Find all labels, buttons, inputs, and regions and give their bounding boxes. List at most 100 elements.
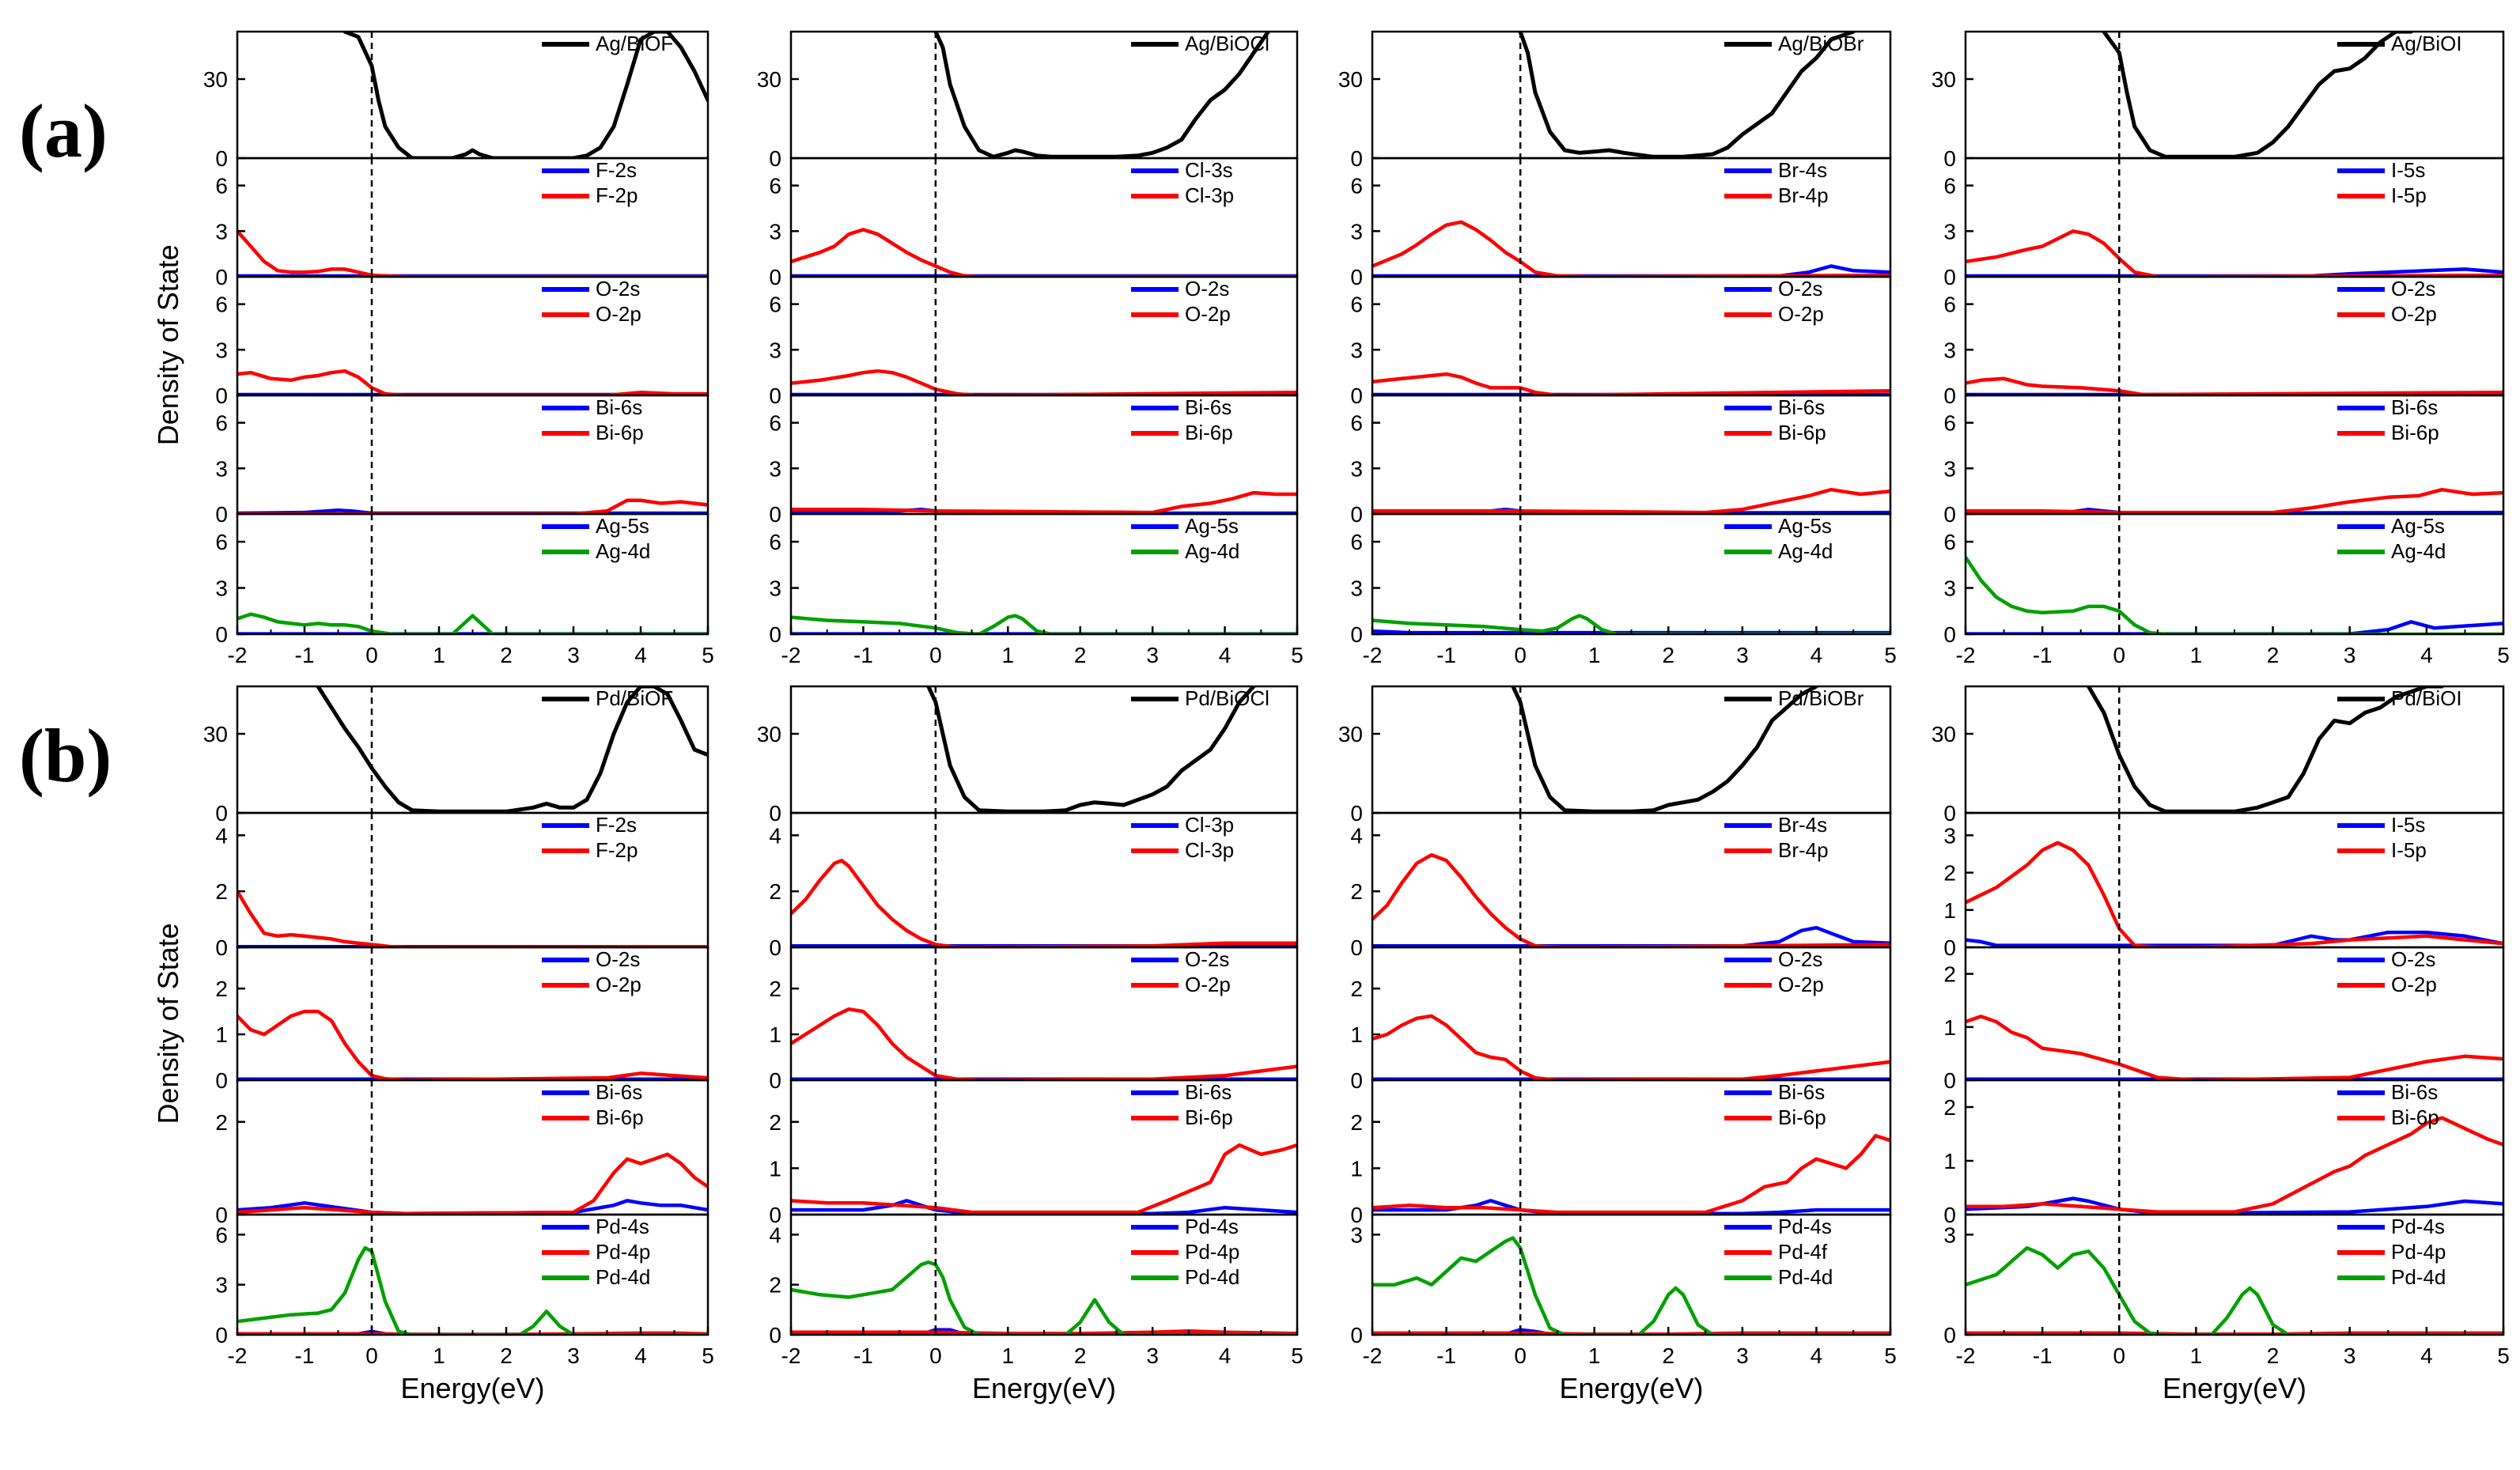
legend-label: Pd-4f xyxy=(1778,1240,1828,1264)
y-tick-label: 0 xyxy=(215,384,228,408)
legend-label: Bi-6p xyxy=(1778,1105,1826,1129)
y-tick-label: 4 xyxy=(1350,823,1363,848)
legend-label: F-2s xyxy=(596,158,637,182)
y-tick-label: 30 xyxy=(1932,722,1956,746)
legend-label: O-2s xyxy=(1778,947,1822,971)
y-tick-label: 0 xyxy=(769,1323,781,1347)
series-line-ag-biobr xyxy=(1518,32,1856,158)
x-tick-label: 1 xyxy=(433,1343,445,1368)
y-tick-label: 6 xyxy=(769,174,781,198)
y-tick-label: 0 xyxy=(1943,265,1956,289)
chart-ag-bioi: 030Ag/BiOI036I-5sI-5p036O-2sO-2p036Bi-6s… xyxy=(1932,30,2510,667)
y-tick-label: 3 xyxy=(215,219,228,244)
subplot: 0 30 Ag/BiOF xyxy=(203,30,709,171)
legend-label: O-2p xyxy=(2391,973,2437,996)
y-tick-label: 2 xyxy=(215,879,228,904)
x-tick-label: 4 xyxy=(2420,1343,2433,1368)
x-tick-label: 0 xyxy=(1514,643,1527,667)
x-tick-label: 4 xyxy=(1219,1343,1232,1368)
subplot: 0 30 Ag/BiOBr xyxy=(1338,30,1892,171)
x-tick-label: -2 xyxy=(228,1343,248,1368)
series-line-o-2p xyxy=(1372,372,1890,395)
x-tick-label: 0 xyxy=(2113,643,2125,667)
legend-label: Ag-5s xyxy=(2391,514,2445,538)
series-line-ag-biocl xyxy=(933,32,1270,158)
y-tick-label: 1 xyxy=(1943,1149,1956,1173)
y-tick-label: 0 xyxy=(1943,146,1956,171)
x-tick-label: 1 xyxy=(1588,1343,1601,1368)
x-tick-label: -2 xyxy=(1363,643,1383,667)
y-tick-label: 2 xyxy=(769,1273,781,1298)
y-tick-label: 6 xyxy=(1943,293,1956,317)
legend-label: Bi-6s xyxy=(1185,1080,1232,1104)
x-tick-label: 3 xyxy=(2344,643,2356,667)
legend-label: O-2p xyxy=(1185,973,1231,996)
series-line-o-2p xyxy=(791,368,1297,395)
y-tick-label: 0 xyxy=(215,1068,228,1093)
subplot: 0 1 2 O-2sO-2p xyxy=(1943,946,2505,1093)
series-line-cl-3p xyxy=(791,858,1297,947)
y-tick-label: 0 xyxy=(1943,502,1956,527)
y-tick-label: 6 xyxy=(215,174,228,198)
y-tick-label: 30 xyxy=(757,722,781,746)
x-tick-label: -2 xyxy=(1956,643,1976,667)
y-tick-label: 1 xyxy=(769,1156,781,1181)
subplot: 0 1 2 3 I-5sI-5p xyxy=(1943,811,2505,960)
y-tick-label: 0 xyxy=(769,384,781,408)
series-line-bi-6p xyxy=(1966,487,2503,514)
legend-label: Ag-4d xyxy=(1185,539,1239,563)
x-tick-label: 3 xyxy=(567,1343,580,1368)
legend-label: Pd/BiOF xyxy=(596,686,673,710)
legend-label: Ag-4d xyxy=(596,539,650,563)
y-tick-label: 6 xyxy=(215,530,228,554)
y-tick-label: 0 xyxy=(769,265,781,289)
y-axis-label: Density of State xyxy=(152,923,184,1124)
y-tick-label: 3 xyxy=(1943,576,1956,601)
y-axis-label: Density of State xyxy=(152,244,184,445)
legend-label: Ag-5s xyxy=(1185,514,1239,538)
y-tick-label: 3 xyxy=(1943,456,1956,481)
y-tick-label: 2 xyxy=(1943,1095,1956,1120)
x-tick-label: 5 xyxy=(2497,643,2510,667)
x-tick-label: 5 xyxy=(2497,1343,2510,1368)
x-tick-label: 1 xyxy=(1001,1343,1014,1368)
y-tick-label: 2 xyxy=(215,977,228,1001)
y-tick-label: 0 xyxy=(1943,1068,1956,1093)
y-tick-label: 0 xyxy=(215,265,228,289)
subplot: 0 3 6 O-2sO-2p xyxy=(1350,275,1892,408)
x-tick-label: 2 xyxy=(500,643,513,667)
chart-ag-biof: 030Ag/BiOF036F-2sF-2p036O-2sO-2p036Bi-6s… xyxy=(152,30,714,667)
subplot: 0 3 6 F-2sF-2p xyxy=(215,157,709,289)
y-tick-label: 6 xyxy=(1350,293,1363,317)
x-tick-label: 2 xyxy=(2267,1343,2280,1368)
y-tick-label: 4 xyxy=(769,823,781,848)
x-tick-label: 5 xyxy=(1884,643,1897,667)
x-tick-label: 2 xyxy=(2267,643,2280,667)
legend-label: F-2p xyxy=(596,183,638,207)
x-tick-label: 4 xyxy=(2420,643,2433,667)
y-tick-label: 1 xyxy=(1943,1015,1956,1040)
series-line-br-4p xyxy=(1372,220,1890,277)
y-tick-label: 0 xyxy=(1943,1323,1956,1347)
x-tick-label: 4 xyxy=(1219,643,1232,667)
legend-label: Ag/BiOBr xyxy=(1778,32,1864,55)
subplot: 0 1 2 O-2sO-2p xyxy=(1350,946,1892,1093)
x-tick-label: 3 xyxy=(567,643,580,667)
legend-label: Ag-4d xyxy=(2391,539,2446,563)
legend-label: Ag/BiOI xyxy=(2391,32,2462,55)
legend-label: Bi-6p xyxy=(1185,421,1233,444)
y-tick-label: 6 xyxy=(1350,174,1363,198)
y-tick-label: 1 xyxy=(1943,898,1956,923)
x-tick-label: 0 xyxy=(1514,1343,1527,1368)
y-tick-label: 6 xyxy=(215,411,228,436)
y-tick-label: 6 xyxy=(215,293,228,317)
x-tick-label: 5 xyxy=(702,1343,714,1368)
